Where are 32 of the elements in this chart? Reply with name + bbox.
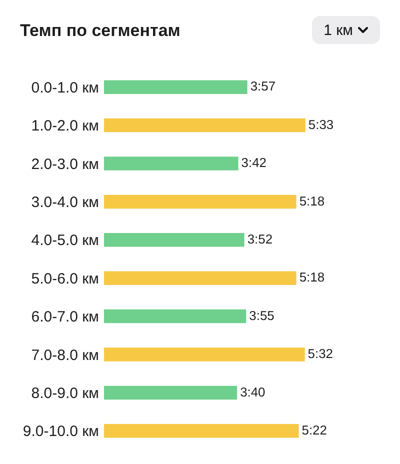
y-tick-label: 5.0-6.0 км xyxy=(31,270,99,288)
bar xyxy=(104,156,238,170)
bar xyxy=(104,233,244,247)
y-tick-label: 0.0-1.0 км xyxy=(31,79,99,96)
data-label: 5:18 xyxy=(299,193,325,208)
unit-dropdown: 1 км xyxy=(312,16,380,44)
bar xyxy=(104,271,296,285)
data-label: 3:52 xyxy=(247,232,273,247)
data-label: 5:32 xyxy=(308,346,333,362)
y-tick-label: 9.0-10.0 км xyxy=(22,423,99,440)
data-label: 3:40 xyxy=(240,384,266,400)
bar xyxy=(104,348,305,362)
y-tick-label: 4.0-5.0 км xyxy=(31,232,99,250)
data-label: 3:42 xyxy=(241,155,266,170)
y-tick-label: 8.0-9.0 км xyxy=(31,384,99,402)
bar xyxy=(104,386,238,400)
data-label: 3:55 xyxy=(249,308,274,323)
bar xyxy=(104,80,248,94)
bar xyxy=(104,118,306,132)
data-label: 5:22 xyxy=(302,422,327,438)
bar xyxy=(104,424,299,438)
data-label: 5:18 xyxy=(299,270,325,285)
y-tick-label: 1.0-2.0 км xyxy=(31,118,99,135)
data-label: 3:57 xyxy=(250,78,276,94)
bar xyxy=(104,194,296,209)
bar xyxy=(104,309,246,324)
y-tick-label: 6.0-7.0 км xyxy=(31,308,99,326)
y-tick-label: 7.0-8.0 км xyxy=(31,346,99,364)
chart-title: Темп по сегментам xyxy=(20,21,180,40)
y-tick-label: 2.0-3.0 км xyxy=(31,156,99,173)
y-tick-label: 3.0-4.0 км xyxy=(31,194,99,211)
data-label: 5:33 xyxy=(308,116,334,132)
